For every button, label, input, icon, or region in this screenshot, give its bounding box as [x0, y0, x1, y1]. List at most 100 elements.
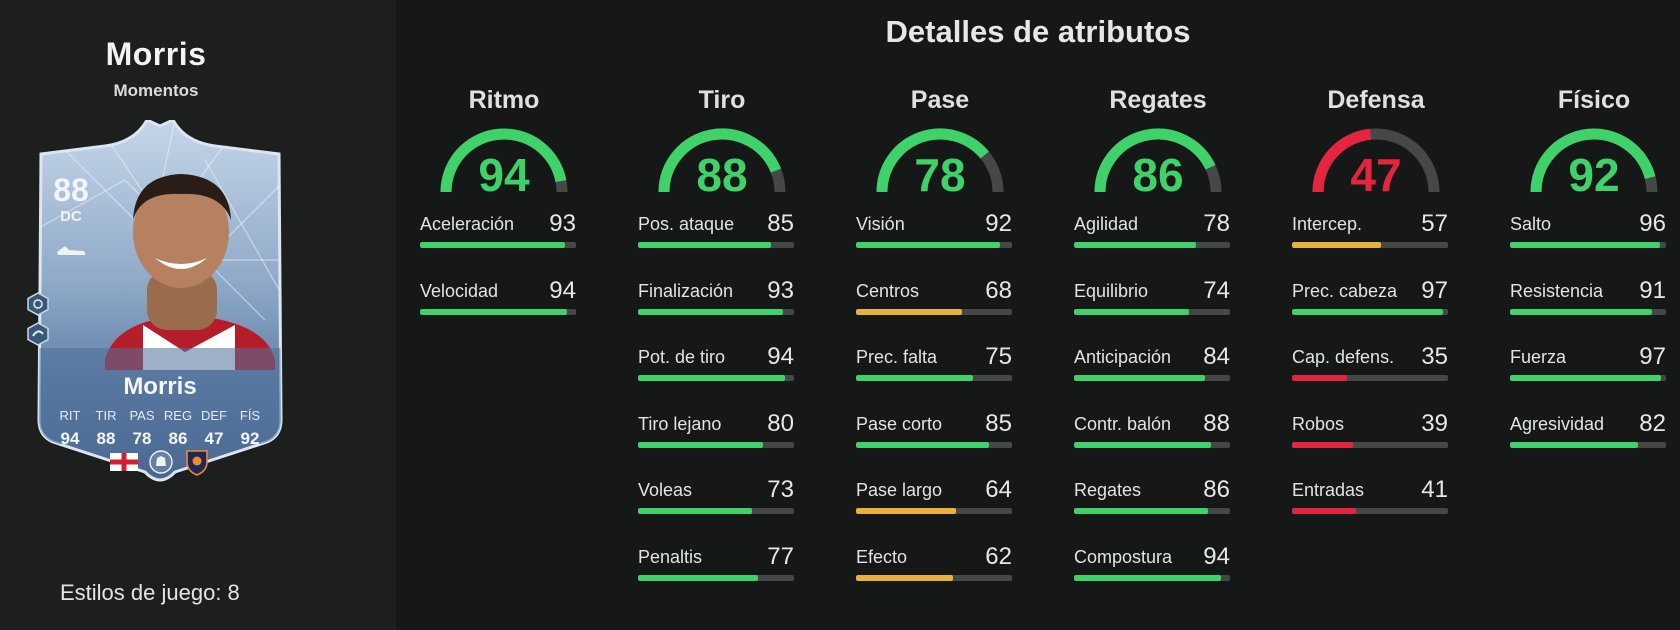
attribute-bar: [856, 308, 1012, 315]
gauge-fill: [658, 128, 782, 193]
attribute-label: Tiro lejano: [638, 413, 722, 434]
category-column: Físico 92 Salto 96 Resistencia 91 Fuerza 97 Agre…: [1510, 86, 1678, 480]
attribute-row: Cap. defens. 35: [1292, 343, 1448, 414]
attribute-row: Voleas 73: [638, 476, 794, 547]
attribute-list: Salto 96 Resistencia 91 Fuerza 97 Agresividad 8…: [1510, 210, 1678, 480]
attribute-bar-fill: [1292, 441, 1353, 448]
attribute-value: 78: [1203, 210, 1230, 237]
attribute-bar: [856, 508, 1012, 514]
attribute-value: 73: [767, 476, 794, 503]
attribute-value: 92: [985, 210, 1012, 237]
attribute-bar: [638, 375, 794, 381]
attribute-label: Contr. balón: [1074, 413, 1172, 434]
attribute-bar: [1292, 508, 1448, 514]
card-stat-label: RIT: [59, 408, 81, 423]
attribute-row: Pos. ataque 85: [638, 210, 794, 281]
attribute-value: 88: [1203, 409, 1230, 437]
attribute-bar-fill: [1510, 308, 1652, 315]
player-card[interactable]: 88 DC Morris RIT 94 TIR 88 PAS 78 REG 86 DEF…: [27, 120, 285, 496]
attribute-bar: [638, 574, 794, 581]
attribute-bar-fill: [1510, 441, 1638, 448]
attribute-row: Centros 68: [856, 277, 1012, 348]
attribute-bar-fill: [1074, 574, 1221, 581]
attribute-bar-fill: [856, 375, 973, 381]
card-stat-value: 94: [60, 429, 80, 448]
attribute-bar: [1074, 441, 1230, 448]
attribute-label: Visión: [856, 214, 905, 234]
attribute-bar: [638, 508, 794, 514]
attribute-row: Compostura 94: [1074, 543, 1230, 614]
attribute-row: Agilidad 78: [1074, 210, 1230, 281]
card-background: [37, 120, 283, 482]
attribute-bar: [1292, 441, 1448, 448]
card-stat-label: DEF: [201, 408, 227, 423]
attribute-row: Penaltis 77: [638, 543, 794, 614]
attribute-row: Prec. falta 75: [856, 343, 1012, 414]
attribute-label: Cap. defens.: [1292, 347, 1395, 367]
attribute-row: Efecto 62: [856, 543, 1012, 614]
attribute-bar: [1074, 242, 1230, 248]
attribute-bar-fill: [1510, 242, 1660, 248]
attribute-bar: [638, 242, 794, 248]
category-rating: 94: [478, 149, 530, 201]
attribute-label: Robos: [1292, 413, 1345, 434]
attribute-value: 91: [1639, 276, 1666, 304]
attribute-value: 84: [1203, 343, 1230, 370]
attribute-value: 35: [1421, 343, 1448, 370]
player-portrait: [105, 174, 275, 370]
attribute-value: 62: [985, 542, 1012, 570]
attribute-label: Efecto: [856, 546, 908, 567]
category-gauge: 92: [1510, 124, 1678, 204]
attribute-label: Velocidad: [420, 280, 499, 301]
attribute-value: 68: [985, 276, 1012, 304]
attribute-bar: [420, 242, 576, 248]
card-stat-value: 86: [168, 429, 188, 448]
attribute-bar: [1292, 242, 1448, 248]
attribute-bar: [1510, 375, 1666, 381]
attribute-bar-fill: [638, 308, 784, 315]
attribute-bar: [638, 441, 794, 448]
attribute-label: Aceleración: [420, 214, 515, 234]
attribute-value: 57: [1421, 210, 1448, 237]
card-position: DC: [60, 208, 82, 225]
attribute-label: Resistencia: [1510, 280, 1604, 301]
luton-crest-icon: [186, 450, 208, 476]
gauge-fill: [1094, 128, 1216, 193]
attribute-label: Agresividad: [1510, 413, 1605, 434]
attribute-bar-fill: [1292, 308, 1444, 315]
attribute-label: Finalización: [638, 280, 734, 301]
attribute-row: Tiro lejano 80: [638, 410, 794, 481]
category-rating: 92: [1568, 149, 1620, 201]
category-gauge: 47: [1292, 124, 1460, 204]
attribute-bar-fill: [1074, 242, 1196, 248]
attribute-label: Anticipación: [1074, 347, 1172, 367]
attribute-bar-fill: [1074, 308, 1190, 315]
attribute-bar-fill: [638, 441, 763, 448]
playstyles-count[interactable]: Estilos de juego: 8: [60, 580, 240, 605]
attribute-value: 85: [767, 210, 794, 237]
card-stat-label: TIR: [95, 408, 117, 423]
attribute-value: 77: [767, 542, 794, 570]
attribute-value: 82: [1639, 409, 1666, 437]
attribute-row: Regates 86: [1074, 476, 1230, 547]
attribute-bar: [1074, 574, 1230, 581]
playstyle-icon: [27, 322, 49, 346]
category-name: Tiro: [698, 86, 746, 114]
attribute-row: Equilibrio 74: [1074, 277, 1230, 348]
attribute-details-title: Detalles de atributos: [885, 14, 1191, 49]
card-type-subtitle: Momentos: [113, 81, 199, 100]
attribute-bar: [1292, 308, 1448, 315]
card-stat-value: 88: [96, 429, 116, 448]
category-name: Pase: [910, 86, 970, 114]
attribute-bar-fill: [1292, 508, 1356, 514]
card-rating: 88: [53, 172, 89, 208]
card-stat-label: REG: [163, 408, 193, 423]
attribute-bar-fill: [638, 574, 759, 581]
attribute-bar: [1510, 308, 1666, 315]
attribute-bar: [856, 574, 1012, 581]
attribute-label: Centros: [856, 280, 920, 301]
attribute-bar-fill: [856, 574, 953, 581]
attribute-label: Entradas: [1292, 480, 1365, 500]
attribute-bar-fill: [1292, 375, 1347, 381]
attribute-bar: [856, 441, 1012, 448]
